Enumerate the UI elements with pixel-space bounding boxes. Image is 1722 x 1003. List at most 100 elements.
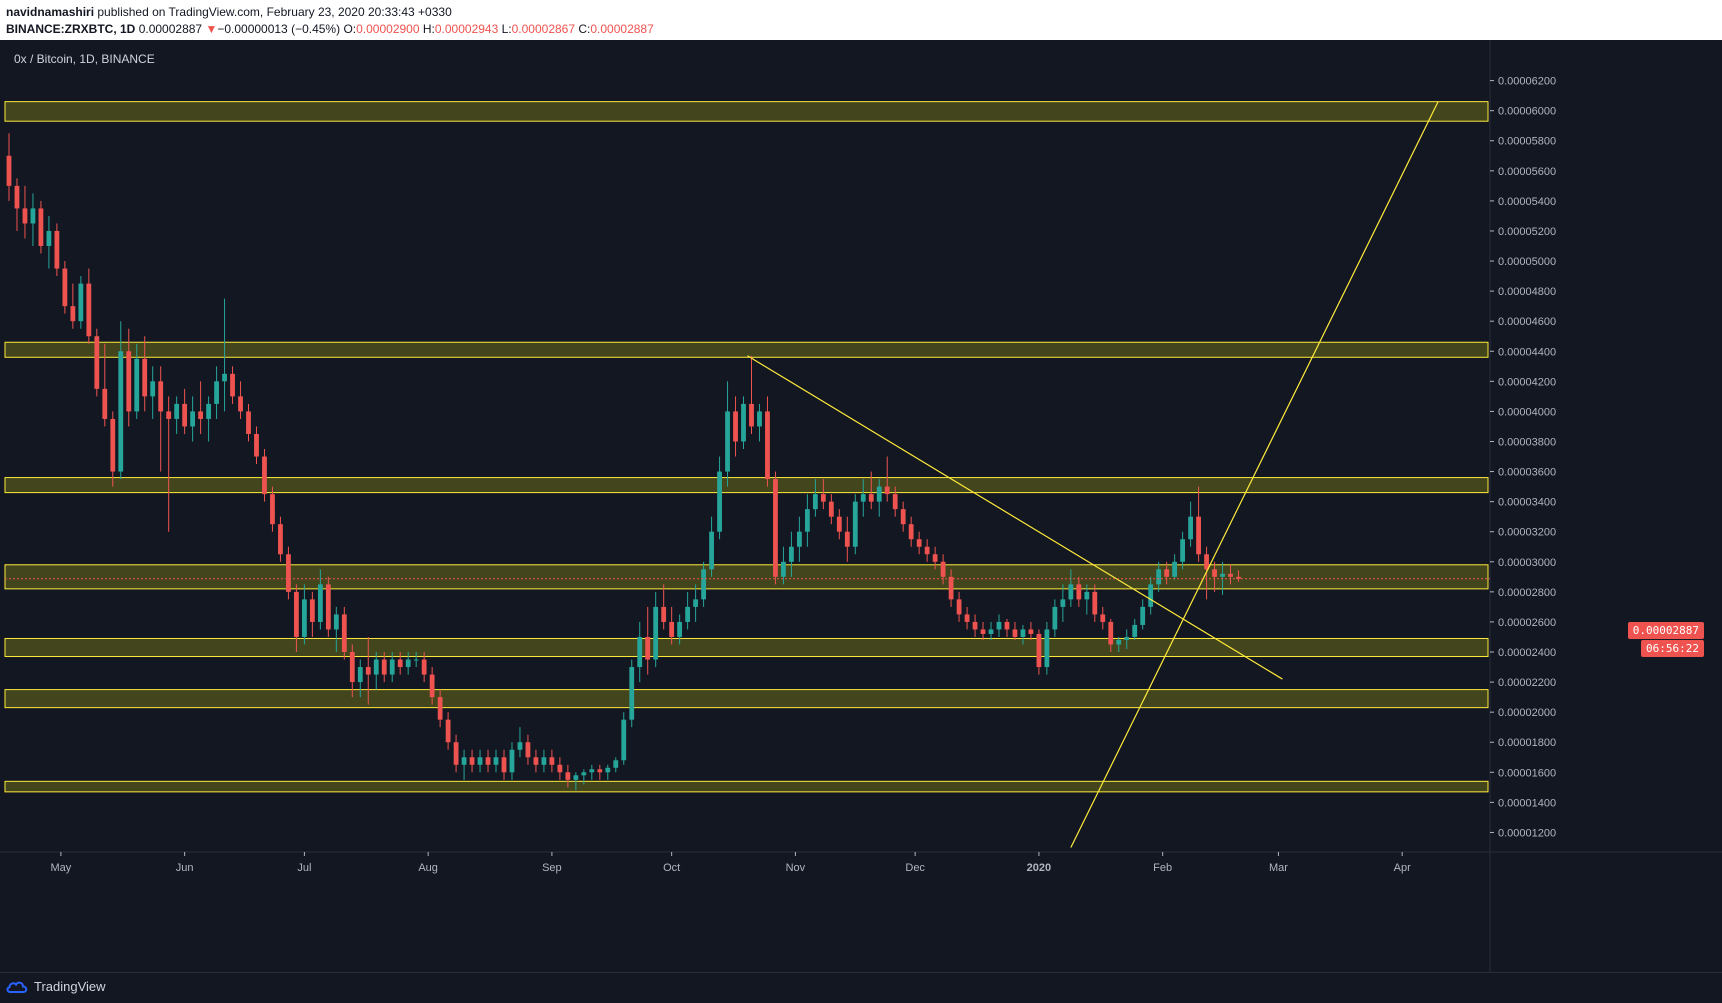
candle-body — [781, 561, 786, 577]
candle-body — [174, 403, 180, 419]
candle-body — [1188, 516, 1193, 540]
y-tick-label: 0.00002000 — [1498, 707, 1556, 719]
candle-body — [828, 501, 834, 517]
candle-body — [940, 561, 946, 577]
x-tick-label: 2020 — [1027, 862, 1051, 874]
candle-body — [581, 772, 587, 776]
candle-body — [357, 667, 363, 683]
candle-body — [621, 719, 627, 761]
candle-body — [860, 494, 866, 502]
candle-body — [501, 757, 507, 773]
candle-body — [477, 757, 483, 765]
candle-body — [677, 621, 683, 637]
candle-body — [30, 208, 36, 224]
candle-body — [836, 516, 842, 532]
candle-body — [645, 636, 651, 660]
candle-body — [725, 411, 730, 472]
candle-body — [812, 494, 818, 510]
candle-body — [765, 411, 770, 480]
candle-body — [541, 757, 547, 765]
candle-body — [1212, 569, 1217, 577]
x-tick-label: Aug — [418, 862, 438, 874]
candle-body — [900, 509, 906, 525]
candle-body — [1076, 584, 1082, 600]
candle-body — [62, 268, 68, 307]
current-price-tag: 0.00002887 — [1627, 622, 1704, 639]
candle-body — [325, 584, 331, 630]
candle-body — [126, 351, 132, 412]
y-tick-label: 0.00005800 — [1498, 136, 1556, 148]
candle-body — [1164, 569, 1170, 577]
candle-body — [453, 742, 459, 765]
chart-area[interactable]: 0.00006200 0.00006000 0.00005800 0.00005600… — [0, 40, 1722, 972]
y-tick-label: 0.00003200 — [1498, 527, 1556, 539]
candle-body — [964, 614, 970, 622]
change-text: −0.00000013 (−0.45%) — [217, 22, 341, 36]
author-name[interactable]: navidnamashiri — [6, 5, 95, 19]
candle-body — [1068, 584, 1074, 600]
x-tick-label: Mar — [1269, 862, 1288, 874]
candle-body — [757, 411, 762, 427]
candle-body — [1172, 561, 1178, 577]
candle-body — [485, 757, 491, 765]
candle-body — [1044, 629, 1050, 668]
candle-body — [445, 719, 451, 743]
candle-body — [844, 531, 850, 547]
candle-body — [517, 742, 523, 750]
y-tick-label: 0.00002600 — [1498, 617, 1556, 629]
candle-body — [1012, 629, 1018, 637]
candle-body — [852, 501, 858, 547]
candle-body — [525, 742, 531, 758]
publish-info: navidnamashiri published on TradingView.… — [6, 5, 452, 19]
support-resistance-zone — [4, 637, 1489, 658]
candle-body — [868, 494, 874, 502]
last-price: 0.00002887 — [138, 22, 203, 36]
candle-body — [1124, 636, 1130, 640]
candle-body — [972, 621, 978, 630]
y-tick-label: 0.00003400 — [1498, 497, 1556, 509]
candle-body — [118, 351, 124, 472]
y-tick-label: 0.00004400 — [1498, 346, 1556, 358]
y-tick-label: 0.00002200 — [1498, 677, 1556, 689]
candle-body — [270, 494, 275, 525]
y-tick-label: 0.00003600 — [1498, 467, 1556, 479]
candle-body — [1084, 591, 1090, 600]
y-tick-label: 0.00005000 — [1498, 256, 1556, 268]
candle-body — [1228, 573, 1233, 577]
candle-body — [6, 155, 12, 186]
candle-body — [214, 381, 219, 404]
candle-body — [804, 509, 810, 532]
y-tick-label: 0.00001800 — [1498, 737, 1556, 749]
candle-body — [1020, 629, 1026, 637]
brand-name: TradingView — [34, 979, 106, 994]
candle-body — [461, 757, 467, 765]
candle-body — [1132, 624, 1138, 637]
candle-body — [166, 411, 172, 419]
candle-body — [932, 554, 938, 562]
ohlc-info: BINANCE:ZRXBTC, 1D 0.00002887 ▼−0.000000… — [6, 22, 654, 36]
candle-body — [150, 381, 156, 397]
candle-body — [1204, 554, 1209, 570]
x-tick-label: Jul — [297, 862, 311, 874]
y-tick-label: 0.00004000 — [1498, 406, 1556, 418]
candle-body — [797, 531, 802, 547]
candle-body — [110, 418, 116, 472]
candle-body — [437, 697, 443, 720]
x-tick-label: Nov — [786, 862, 806, 874]
support-resistance-zone — [4, 341, 1489, 358]
candle-body — [509, 749, 515, 773]
chart-svg[interactable]: 0.00006200 0.00006000 0.00005800 0.00005600… — [0, 40, 1722, 972]
candle-body — [70, 306, 76, 322]
high-label: H: — [422, 22, 435, 36]
y-tick-label: 0.00001200 — [1498, 827, 1556, 839]
candle-body — [693, 599, 698, 607]
candle-body — [741, 403, 746, 442]
tradingview-logo[interactable]: TradingView — [6, 979, 106, 994]
y-tick-label: 0.00005200 — [1498, 226, 1556, 238]
candle-body — [198, 411, 203, 419]
candle-body — [278, 524, 283, 555]
candle-body — [1220, 573, 1225, 577]
published-text: published on TradingView.com, February 2… — [97, 5, 452, 19]
candle-body — [685, 606, 691, 622]
support-resistance-zone — [4, 101, 1489, 122]
